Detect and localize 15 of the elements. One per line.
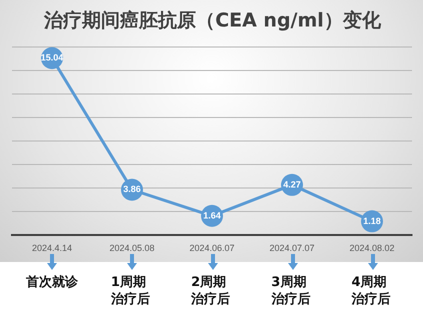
text: 3周期治疗后: [271, 274, 312, 308]
data-label: 1.18: [363, 216, 381, 226]
text: 首次就诊: [26, 274, 78, 291]
x-tick-label: 2024.4.14: [32, 243, 72, 254]
x-tick-label: 2024.05.08: [109, 243, 155, 254]
data-label: 1.64: [203, 210, 221, 220]
x-tick-label: 2024.08.02: [349, 243, 395, 254]
data-label: 3.86: [123, 184, 141, 194]
x-tick-label: 2024.07.07: [269, 243, 315, 254]
text: 1周期治疗后: [110, 274, 151, 308]
data-label: 4.27: [283, 179, 301, 190]
x-tick-label: 2024.06.07: [189, 243, 235, 254]
chart-title: 治疗期间癌胚抗原（CEA ng/ml）变化: [43, 9, 382, 32]
text: 4周期治疗后: [351, 274, 392, 308]
text: 2周期治疗后: [191, 274, 232, 308]
